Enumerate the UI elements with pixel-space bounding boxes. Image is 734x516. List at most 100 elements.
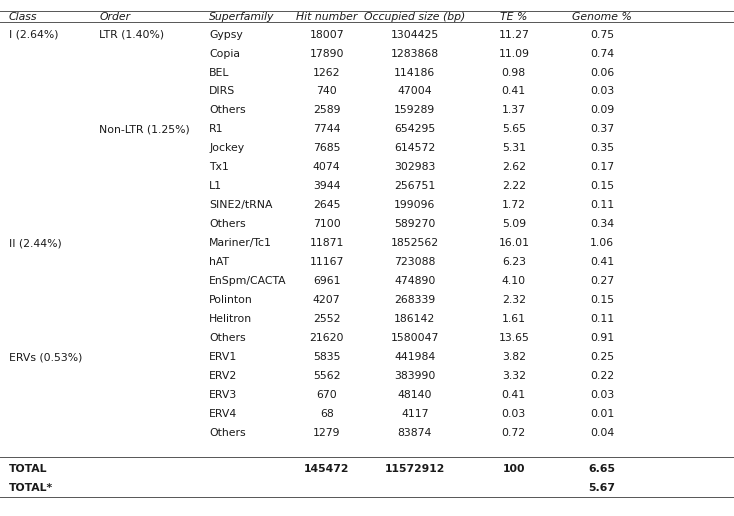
Text: 5.67: 5.67 — [589, 483, 615, 493]
Text: 2.62: 2.62 — [502, 163, 526, 172]
Text: 3.32: 3.32 — [502, 372, 526, 381]
Text: 256751: 256751 — [394, 182, 435, 191]
Text: 199096: 199096 — [394, 200, 435, 211]
Text: Jockey: Jockey — [209, 143, 244, 153]
Text: 4117: 4117 — [401, 409, 429, 420]
Text: 11.27: 11.27 — [498, 29, 529, 40]
Text: 0.34: 0.34 — [590, 219, 614, 230]
Text: Others: Others — [209, 105, 246, 116]
Text: 6.23: 6.23 — [502, 257, 526, 267]
Text: 11572912: 11572912 — [385, 464, 445, 474]
Text: Copia: Copia — [209, 49, 240, 58]
Text: 3944: 3944 — [313, 182, 341, 191]
Text: 0.15: 0.15 — [590, 295, 614, 305]
Text: 0.09: 0.09 — [589, 105, 614, 116]
Text: 474890: 474890 — [394, 277, 435, 286]
Text: 302983: 302983 — [394, 163, 435, 172]
Text: Mariner/Tc1: Mariner/Tc1 — [209, 238, 272, 248]
Text: 83874: 83874 — [398, 428, 432, 438]
Text: ERVs (0.53%): ERVs (0.53%) — [9, 352, 82, 362]
Text: 4.10: 4.10 — [502, 277, 526, 286]
Text: 159289: 159289 — [394, 105, 435, 116]
Text: ERV2: ERV2 — [209, 372, 237, 381]
Text: 2.22: 2.22 — [502, 182, 526, 191]
Text: 0.04: 0.04 — [589, 428, 614, 438]
Text: 1262: 1262 — [313, 68, 341, 77]
Text: 0.03: 0.03 — [589, 87, 614, 96]
Text: Non-LTR (1.25%): Non-LTR (1.25%) — [99, 124, 190, 135]
Text: Hit number: Hit number — [296, 12, 357, 22]
Text: TOTAL*: TOTAL* — [9, 483, 53, 493]
Text: 0.11: 0.11 — [590, 314, 614, 325]
Text: 2589: 2589 — [313, 105, 341, 116]
Text: 47004: 47004 — [397, 87, 432, 96]
Text: Others: Others — [209, 428, 246, 438]
Text: 6.65: 6.65 — [589, 464, 615, 474]
Text: 1.72: 1.72 — [502, 200, 526, 211]
Text: 17890: 17890 — [309, 49, 344, 58]
Text: 1.06: 1.06 — [590, 238, 614, 248]
Text: 5.09: 5.09 — [502, 219, 526, 230]
Text: 1283868: 1283868 — [390, 49, 439, 58]
Text: Occupied size (bp): Occupied size (bp) — [364, 12, 465, 22]
Text: 11.09: 11.09 — [498, 49, 529, 58]
Text: 5562: 5562 — [313, 372, 341, 381]
Text: 0.06: 0.06 — [589, 68, 614, 77]
Text: L1: L1 — [209, 182, 222, 191]
Text: 0.98: 0.98 — [502, 68, 526, 77]
Text: 0.03: 0.03 — [589, 390, 614, 400]
Text: 441984: 441984 — [394, 352, 435, 362]
Text: 13.65: 13.65 — [498, 333, 529, 343]
Text: Class: Class — [9, 12, 37, 22]
Text: I (2.64%): I (2.64%) — [9, 29, 58, 40]
Text: 5.31: 5.31 — [502, 143, 526, 153]
Text: 18007: 18007 — [309, 29, 344, 40]
Text: ERV4: ERV4 — [209, 409, 237, 420]
Text: 0.74: 0.74 — [590, 49, 614, 58]
Text: 589270: 589270 — [394, 219, 435, 230]
Text: 0.41: 0.41 — [502, 390, 526, 400]
Text: 0.22: 0.22 — [590, 372, 614, 381]
Text: 1.61: 1.61 — [502, 314, 526, 325]
Text: 0.41: 0.41 — [590, 257, 614, 267]
Text: 670: 670 — [316, 390, 337, 400]
Text: 0.72: 0.72 — [502, 428, 526, 438]
Text: 114186: 114186 — [394, 68, 435, 77]
Text: 5.65: 5.65 — [502, 124, 526, 135]
Text: 7744: 7744 — [313, 124, 341, 135]
Text: ERV3: ERV3 — [209, 390, 237, 400]
Text: 0.17: 0.17 — [590, 163, 614, 172]
Text: 0.25: 0.25 — [590, 352, 614, 362]
Text: DIRS: DIRS — [209, 87, 236, 96]
Text: Gypsy: Gypsy — [209, 29, 243, 40]
Text: TE %: TE % — [500, 12, 528, 22]
Text: 4074: 4074 — [313, 163, 341, 172]
Text: 654295: 654295 — [394, 124, 435, 135]
Text: 2552: 2552 — [313, 314, 341, 325]
Text: Helitron: Helitron — [209, 314, 252, 325]
Text: ERV1: ERV1 — [209, 352, 237, 362]
Text: hAT: hAT — [209, 257, 229, 267]
Text: 1852562: 1852562 — [390, 238, 439, 248]
Text: TOTAL: TOTAL — [9, 464, 47, 474]
Text: 383990: 383990 — [394, 372, 435, 381]
Text: 0.27: 0.27 — [590, 277, 614, 286]
Text: 0.35: 0.35 — [590, 143, 614, 153]
Text: 2645: 2645 — [313, 200, 341, 211]
Text: Order: Order — [99, 12, 130, 22]
Text: 0.41: 0.41 — [502, 87, 526, 96]
Text: 0.75: 0.75 — [590, 29, 614, 40]
Text: Polinton: Polinton — [209, 295, 253, 305]
Text: Others: Others — [209, 219, 246, 230]
Text: 7685: 7685 — [313, 143, 341, 153]
Text: 16.01: 16.01 — [498, 238, 529, 248]
Text: 1580047: 1580047 — [390, 333, 439, 343]
Text: SINE2/tRNA: SINE2/tRNA — [209, 200, 273, 211]
Text: 3.82: 3.82 — [502, 352, 526, 362]
Text: 21620: 21620 — [309, 333, 344, 343]
Text: 1304425: 1304425 — [390, 29, 439, 40]
Text: EnSpm/CACTA: EnSpm/CACTA — [209, 277, 287, 286]
Text: 1.37: 1.37 — [502, 105, 526, 116]
Text: 68: 68 — [320, 409, 333, 420]
Text: 100: 100 — [503, 464, 525, 474]
